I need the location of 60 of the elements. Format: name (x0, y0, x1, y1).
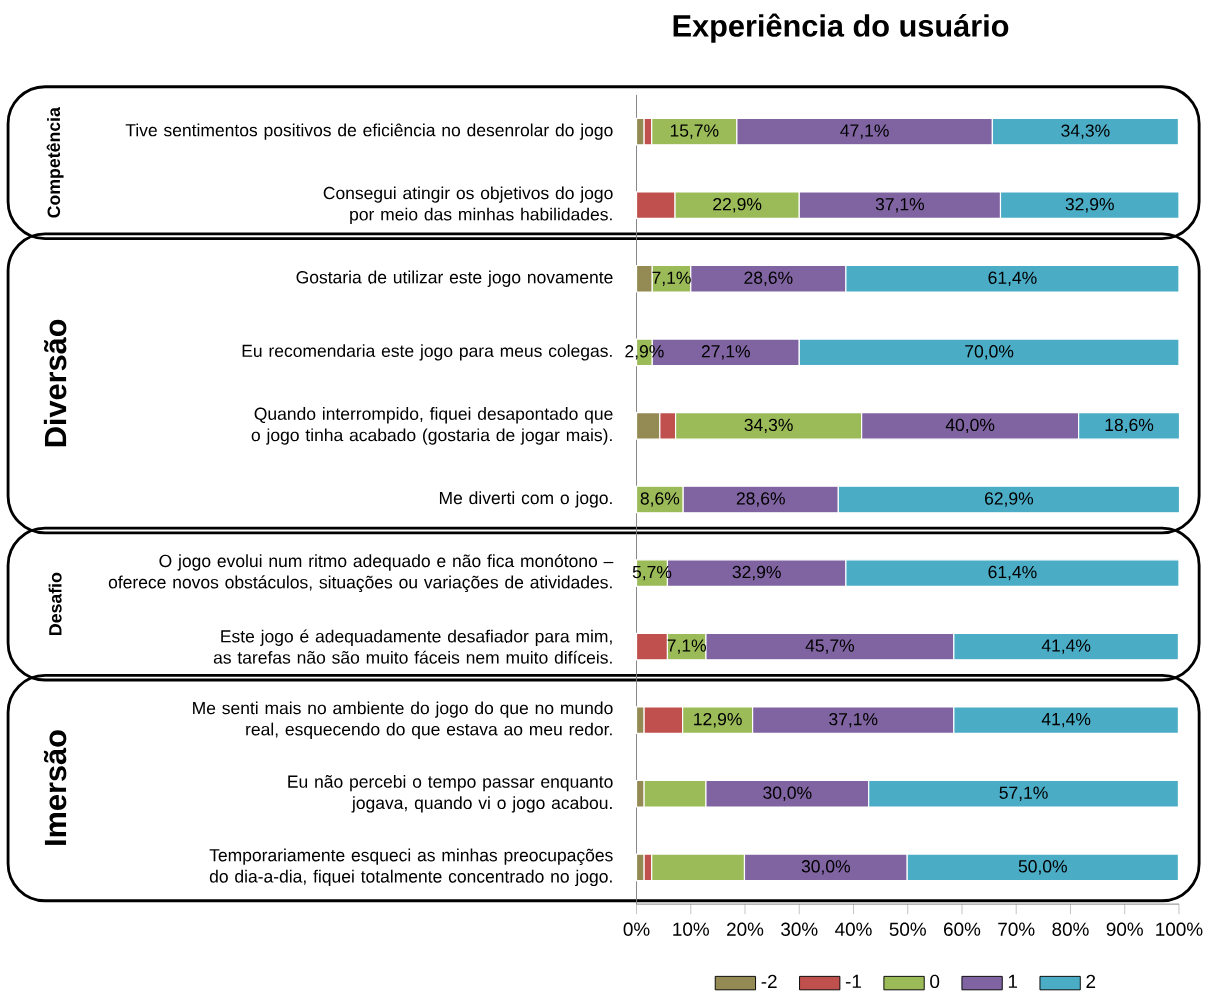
x-tick-label: 20% (727, 922, 764, 936)
x-tick-label: 50% (889, 922, 926, 936)
y-tick-label: Gostaria de utilizar este jogo novamente (296, 270, 613, 287)
y-tick-label: Este jogo é adequadamente desafiador para mim, as tarefas não são muito fáceis nem muito difíceis. (213, 629, 612, 664)
text: Competência (46, 107, 64, 218)
y-tick-label: Consegui atingir os objetivos do jogo por meio das minhas habilidades. (323, 186, 613, 225)
data-label: 61,4% (988, 271, 1037, 287)
x-tick-label: 60% (944, 922, 981, 936)
data-label: 28,6% (744, 271, 793, 287)
x-tick-label: 100% (1156, 922, 1203, 936)
y-tick-label: Temporariamente esqueci as minhas preocupações do dia-a-dia, fiquei totalmente concentrado no jogo. (209, 848, 613, 887)
data-label: 18,6% (1105, 418, 1154, 434)
x-tick-label: 10% (673, 922, 709, 936)
data-label: 34,3% (1061, 124, 1110, 139)
data-label: 30,0% (763, 786, 812, 802)
data-label: 50,0% (1018, 860, 1067, 875)
data-label: 32,9% (732, 565, 781, 581)
data-label: 8,6% (640, 492, 680, 507)
text: Desafio (48, 572, 62, 635)
data-label: 41,4% (1041, 639, 1091, 654)
data-label: 30,0% (801, 860, 850, 875)
x-tick-label: 70% (998, 922, 1035, 936)
y-tick-label: Tive sentimentos positivos de eficiência no desenrolar do jogo (125, 123, 613, 140)
data-label: 45,7% (805, 639, 855, 654)
legend-label: 1 (1008, 974, 1018, 988)
x-tick-label: 90% (1106, 922, 1143, 936)
data-label: 41,4% (1041, 713, 1091, 728)
x-tick-label: 40% (835, 922, 872, 936)
legend-label: -2 (761, 974, 777, 988)
data-label: 27,1% (701, 345, 750, 360)
data-label: 37,1% (875, 198, 925, 213)
y-tick-label: Eu recomendaria este jogo para meus colegas. (242, 344, 612, 361)
legend-label: -1 (845, 974, 861, 988)
data-label: 15,7% (670, 124, 719, 139)
x-tick-label: 30% (781, 922, 818, 936)
data-label: 57,1% (999, 786, 1048, 801)
y-tick-label: Quando interrompido, fiquei desapontado que o jogo tinha acabado (gostaria de jogar mais). (251, 407, 613, 445)
chart-title: Experiência do usuário (673, 13, 1009, 43)
y-tick-label: Eu não percebi o tempo passar enquanto jogava, quando vi o jogo acabou. (288, 775, 613, 813)
legend-label: 0 (930, 974, 940, 989)
data-label: 61,4% (988, 565, 1037, 581)
y-tick-label: O jogo evolui num ritmo adequado e não fica monótono – oferece novos obstáculos, situações ou variações de atividades. (108, 554, 614, 593)
data-label: 32,9% (1065, 198, 1114, 213)
data-label: 34,3% (744, 418, 793, 434)
data-label: 22,9% (713, 198, 762, 213)
data-label: 70,0% (965, 345, 1014, 360)
y-tick-label: Me senti mais no ambiente do jogo do que no mundo real, esquecendo do que estava ao meu redor. (193, 701, 613, 740)
legend-label: 2 (1086, 974, 1096, 988)
data-label: 37,1% (829, 712, 878, 728)
y-tick-label: Me diverti com o jogo. (439, 491, 612, 508)
data-label: 47,1% (840, 124, 889, 139)
x-tick-label: 80% (1052, 922, 1089, 936)
text: Diversão (43, 319, 67, 447)
data-label: 40,0% (945, 418, 995, 434)
text: Imersão (43, 730, 67, 845)
data-label: 2,9% (625, 345, 664, 360)
data-label: 28,6% (736, 492, 785, 507)
x-tick-label: 0% (623, 922, 650, 936)
data-label: 62,9% (985, 492, 1034, 507)
data-label: 12,9% (694, 712, 742, 728)
